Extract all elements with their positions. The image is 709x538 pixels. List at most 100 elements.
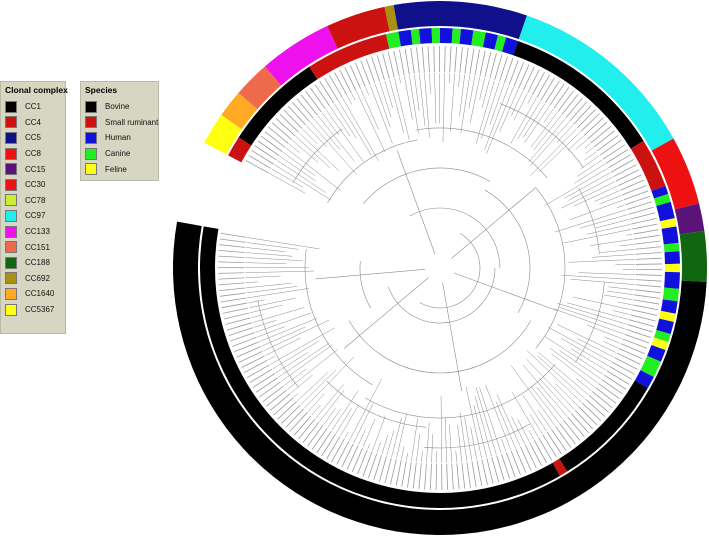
species-legend-title: Species (85, 85, 118, 95)
tree-branch (567, 135, 584, 151)
tree-branch (265, 337, 301, 356)
tip-label-mark (508, 60, 519, 85)
tree-branch (344, 432, 349, 439)
tip-label-mark (596, 135, 619, 152)
species-ring-segment (659, 310, 676, 322)
species-legend-entry: Human (85, 130, 154, 146)
tip-label-mark (283, 109, 303, 129)
tree-branch (399, 77, 401, 84)
species-ring-segment (630, 140, 666, 192)
tip-label-mark (559, 423, 576, 445)
tip-label-mark (479, 50, 486, 77)
tree-branch (499, 103, 584, 168)
tip-label-mark (621, 185, 647, 196)
tree-branch (396, 150, 436, 255)
tip-label-mark (261, 135, 283, 152)
tree-branch (626, 234, 633, 236)
tree-branch (285, 147, 342, 192)
tree-branch (468, 76, 475, 109)
tip-label-mark (578, 406, 598, 426)
tip-label-mark (293, 415, 312, 436)
tip-label-mark (257, 140, 280, 157)
tip-label-mark (218, 277, 245, 280)
tree-branch (424, 73, 430, 138)
tip-label-mark (630, 314, 656, 322)
species-legend-items: Bovine Small ruminant Human Canine Feline (85, 99, 158, 177)
tree-branch (455, 450, 458, 463)
tip-label-mark (489, 53, 497, 79)
tip-label-mark (277, 401, 297, 420)
tree-branch (342, 98, 379, 161)
tip-label-mark (574, 409, 594, 430)
clonal-complex-legend-entry: CC78 (5, 193, 61, 209)
tree-branch (381, 435, 389, 455)
tree-branch (465, 387, 482, 459)
tip-label-mark (469, 48, 475, 75)
tip-label-mark (252, 373, 276, 388)
tree-branch (356, 91, 386, 153)
species-ring (199, 28, 681, 509)
tree-branch (567, 302, 629, 320)
tree-branch (612, 310, 630, 315)
tip-label-mark (616, 352, 641, 365)
clonal-complex-legend: Clonal complex CC1 CC4 CC5 CC8 CC15 CC30 CC78 C… (0, 81, 68, 334)
tip-label-mark (520, 446, 532, 471)
species-legend-label: Bovine (105, 102, 130, 112)
tree-branch (360, 89, 380, 130)
tip-label-mark (630, 217, 657, 225)
tip-label-mark (466, 462, 471, 488)
species-ring-segment (386, 31, 401, 49)
tree-branch (539, 377, 571, 413)
tree-branch (577, 338, 614, 358)
species-ring-segment (656, 201, 675, 222)
tip-label-mark (499, 56, 508, 82)
tip-label-mark (387, 52, 395, 78)
tip-label-mark (585, 398, 606, 417)
tree-branch (429, 73, 431, 95)
tree-branch (442, 73, 445, 143)
tip-label-mark (634, 289, 661, 294)
tree-branch (578, 187, 600, 255)
tree-branch (526, 350, 582, 403)
tree-branch (578, 272, 635, 275)
tip-label-mark (418, 463, 422, 490)
tree-branch (246, 286, 298, 294)
tree-branch (338, 101, 372, 156)
tree-branch (617, 301, 632, 305)
tip-label-mark (587, 121, 608, 140)
species-legend-label: Small ruminant (105, 117, 159, 127)
tip-label-mark (446, 463, 448, 490)
tip-label-mark (281, 404, 301, 424)
tree-branch (568, 176, 613, 201)
tree-branch (510, 98, 537, 144)
tip-label-mark (627, 324, 653, 333)
clonal-complex-legend-items: CC1 CC4 CC5 CC8 CC15 CC30 CC78 CC97 CC133 CC151 CC… (5, 99, 61, 317)
tip-label-mark (219, 292, 246, 297)
tree-branch (458, 73, 460, 88)
tree-branch (470, 427, 478, 460)
tip-label-mark (244, 360, 268, 373)
tip-label-mark (629, 212, 656, 220)
tip-label-mark (476, 460, 483, 487)
clonal-complex-legend-swatch (5, 131, 17, 144)
clonal-complex-legend-label: CC188 (25, 258, 50, 268)
species-ring-segment (419, 28, 433, 44)
tree-branch (254, 320, 277, 328)
clonal-complex-legend-entry: CC4 (5, 115, 61, 131)
tip-label-mark (611, 361, 636, 375)
tree-branch (251, 314, 263, 318)
tip-label-mark (632, 223, 658, 230)
tip-label-mark (513, 62, 525, 87)
tree-branch (281, 344, 333, 382)
tree-branch (594, 190, 620, 202)
tip-label-mark (365, 58, 376, 84)
tree-branch (592, 254, 635, 258)
tip-label-mark (218, 255, 245, 258)
tip-label-mark (362, 451, 373, 477)
tree-branch (424, 423, 531, 449)
tip-label-mark (588, 395, 609, 413)
tree-branch (300, 369, 337, 405)
tree-branch (431, 434, 434, 463)
tip-label-mark (635, 257, 662, 260)
tip-label-mark (444, 46, 446, 73)
